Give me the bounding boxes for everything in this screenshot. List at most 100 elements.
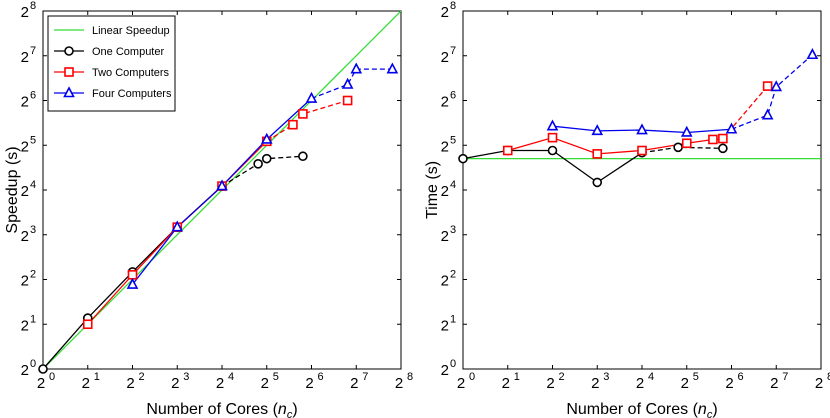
two-computers-point bbox=[547, 132, 558, 143]
two-computers-point bbox=[708, 134, 718, 145]
four-computers-point bbox=[680, 125, 693, 137]
two-computers-point bbox=[502, 145, 513, 156]
x-tick-exponent: 0 bbox=[469, 371, 475, 383]
four-computers-point bbox=[305, 91, 318, 103]
one-computer-point bbox=[253, 159, 263, 169]
y-tick-exponent: 8 bbox=[450, 0, 456, 12]
y-tick-label: 2 bbox=[21, 94, 29, 111]
y-tick-label: 2 bbox=[441, 138, 449, 155]
x-tick-exponent: 3 bbox=[603, 371, 609, 383]
four-computers-point bbox=[806, 48, 819, 60]
four-computers-legend-label: Four Computers bbox=[92, 88, 172, 100]
y-tick-exponent: 1 bbox=[30, 313, 36, 325]
speedup-chart: 2 0 2 1 2 2 2 3 2 4 2 5 2 6 2 7 2 82 02 12 22 32 42 52 62 72 8Numb… bbox=[4, 0, 413, 418]
one-computer-point bbox=[592, 177, 603, 188]
x-tick-label: 2 bbox=[725, 375, 733, 392]
y-tick-label: 2 bbox=[21, 4, 29, 21]
x-tick-label: 2 bbox=[126, 375, 134, 392]
one-computer-legend-marker bbox=[64, 46, 74, 56]
x-tick-exponent: 0 bbox=[49, 371, 55, 383]
x-tick-label: 2 bbox=[815, 375, 823, 392]
two-computers-point bbox=[637, 145, 647, 156]
x-tick-label: 2 bbox=[350, 375, 358, 392]
plot-frame bbox=[462, 10, 822, 370]
y-tick-label: 2 bbox=[21, 49, 29, 66]
y-tick-exponent: 6 bbox=[30, 90, 36, 102]
x-tick-label: 2 bbox=[546, 375, 554, 392]
y-tick-exponent: 2 bbox=[450, 269, 456, 281]
y-tick-exponent: 6 bbox=[450, 90, 456, 102]
y-tick-exponent: 0 bbox=[30, 358, 36, 370]
y-tick-label: 2 bbox=[441, 94, 449, 111]
two-computers-point bbox=[342, 95, 353, 106]
one-computer-point bbox=[458, 153, 468, 164]
y-tick-exponent: 1 bbox=[450, 313, 456, 325]
x-tick-label: 2 bbox=[457, 375, 465, 392]
y-tick-label: 2 bbox=[441, 183, 449, 200]
four-computers-point bbox=[770, 80, 783, 92]
y-tick-label: 2 bbox=[441, 362, 449, 379]
x-tick-exponent: 6 bbox=[738, 371, 744, 383]
four-computers-point bbox=[546, 119, 559, 131]
x-tick-exponent: 7 bbox=[782, 371, 788, 383]
y-tick-label: 2 bbox=[21, 317, 29, 334]
four-computers-line-solid bbox=[131, 98, 312, 285]
x-tick-label: 2 bbox=[502, 375, 510, 392]
four-computers-legend-marker bbox=[63, 86, 75, 98]
y-tick-exponent: 5 bbox=[30, 134, 36, 146]
x-tick-exponent: 1 bbox=[94, 371, 100, 383]
four-computers-point bbox=[216, 179, 228, 191]
y-axis-title: Time (s) bbox=[424, 161, 441, 219]
two-computers-line-dashed bbox=[266, 99, 348, 142]
four-computers-point bbox=[260, 132, 273, 144]
x-tick-exponent: 4 bbox=[648, 371, 654, 383]
y-tick-label: 2 bbox=[441, 228, 449, 245]
two-computers-point bbox=[298, 109, 308, 119]
x-tick-label: 2 bbox=[305, 375, 313, 392]
y-tick-exponent: 3 bbox=[450, 224, 456, 236]
y-tick-label: 2 bbox=[21, 362, 29, 379]
x-tick-exponent: 5 bbox=[273, 371, 279, 383]
four-computers-point bbox=[591, 124, 604, 136]
y-tick-label: 2 bbox=[441, 4, 449, 21]
four-computers-point bbox=[171, 220, 184, 232]
two-computers-legend-label: Two Computers bbox=[92, 67, 170, 79]
x-tick-exponent: 6 bbox=[318, 371, 324, 383]
x-tick-exponent: 7 bbox=[362, 371, 368, 383]
y-axis-title: Speedup (s) bbox=[4, 146, 21, 233]
y-tick-exponent: 2 bbox=[30, 269, 36, 281]
two-computers-point bbox=[681, 138, 692, 149]
two-computers-point bbox=[762, 81, 773, 91]
two-computers-point bbox=[82, 319, 93, 330]
y-tick-exponent: 4 bbox=[30, 179, 36, 191]
y-tick-label: 2 bbox=[441, 317, 449, 334]
four-computers-point bbox=[636, 123, 648, 135]
two-computers-legend-marker bbox=[64, 67, 74, 77]
y-tick-exponent: 0 bbox=[450, 358, 456, 370]
four-computers-point bbox=[725, 122, 738, 134]
x-tick-exponent: 1 bbox=[514, 371, 520, 383]
x-tick-label: 2 bbox=[681, 375, 689, 392]
x-tick-exponent: 5 bbox=[693, 371, 699, 383]
x-tick-label: 2 bbox=[82, 375, 90, 392]
four-computers-point bbox=[126, 277, 139, 289]
y-tick-exponent: 7 bbox=[30, 45, 36, 57]
four-computers-line-dashed bbox=[311, 68, 393, 100]
y-tick-exponent: 8 bbox=[30, 0, 36, 12]
x-tick-label: 2 bbox=[395, 375, 403, 392]
x-tick-exponent: 2 bbox=[139, 371, 145, 383]
one-computer-point bbox=[718, 143, 728, 154]
two-computers-point bbox=[718, 133, 728, 144]
y-tick-label: 2 bbox=[441, 49, 449, 66]
y-tick-label: 2 bbox=[21, 183, 29, 200]
x-tick-exponent: 8 bbox=[827, 371, 830, 383]
y-tick-label: 2 bbox=[21, 273, 29, 290]
x-tick-exponent: 3 bbox=[183, 371, 189, 383]
y-tick-exponent: 3 bbox=[30, 224, 36, 236]
x-tick-label: 2 bbox=[591, 375, 599, 392]
y-tick-label: 2 bbox=[441, 273, 449, 290]
x-tick-label: 2 bbox=[171, 375, 179, 392]
y-tick-label: 2 bbox=[21, 138, 29, 155]
four-computers-point bbox=[341, 77, 354, 89]
